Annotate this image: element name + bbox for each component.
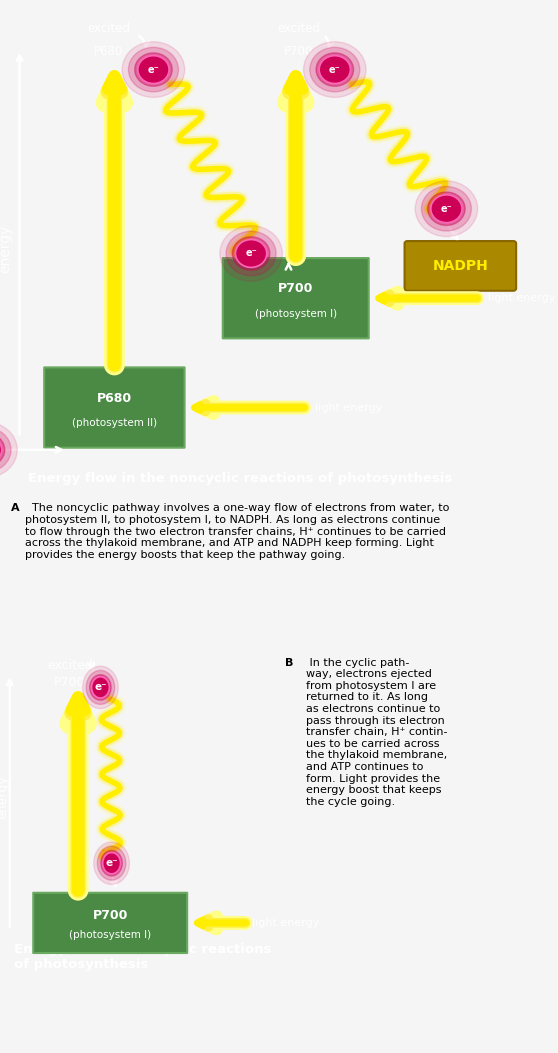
Text: P700: P700	[54, 676, 85, 689]
Circle shape	[0, 428, 11, 472]
FancyBboxPatch shape	[223, 258, 369, 338]
Text: A: A	[11, 503, 20, 514]
Circle shape	[92, 677, 109, 698]
Circle shape	[122, 42, 185, 98]
Text: light energy: light energy	[315, 402, 383, 413]
Text: e⁻: e⁻	[94, 682, 107, 693]
Circle shape	[0, 422, 17, 478]
Text: light energy: light energy	[488, 293, 556, 303]
Text: P700: P700	[93, 909, 128, 922]
Text: B: B	[285, 657, 293, 668]
Text: P700: P700	[278, 282, 314, 295]
Circle shape	[0, 436, 2, 463]
Circle shape	[310, 47, 360, 92]
Circle shape	[94, 842, 129, 885]
Text: P700: P700	[284, 44, 313, 58]
Circle shape	[316, 53, 354, 86]
Text: light energy: light energy	[253, 918, 320, 928]
Text: e⁻: e⁻	[105, 858, 118, 868]
Text: excited: excited	[87, 22, 131, 36]
Circle shape	[421, 186, 472, 231]
Text: (photosystem I): (photosystem I)	[69, 930, 151, 940]
Circle shape	[101, 851, 122, 876]
Text: In the cyclic path-
way, electrons ejected
from photosystem I are
returned to it: In the cyclic path- way, electrons eject…	[306, 657, 448, 807]
Circle shape	[415, 181, 478, 237]
Circle shape	[103, 853, 121, 874]
Circle shape	[235, 240, 267, 267]
FancyBboxPatch shape	[44, 367, 185, 448]
Text: (photosystem II): (photosystem II)	[72, 418, 157, 429]
Circle shape	[232, 237, 270, 271]
Text: e⁻: e⁻	[245, 249, 257, 258]
Text: e⁻: e⁻	[147, 64, 160, 75]
Circle shape	[128, 47, 179, 92]
Text: Energy flow in the noncyclic reactions of photosynthesis: Energy flow in the noncyclic reactions o…	[28, 472, 452, 484]
FancyBboxPatch shape	[33, 893, 187, 953]
Text: Energy flow in the cyclic reactions
of photosynthesis: Energy flow in the cyclic reactions of p…	[14, 943, 271, 971]
Text: excited: excited	[47, 659, 93, 672]
Circle shape	[431, 195, 462, 222]
Text: The noncyclic pathway involves a one-way flow of electrons from water, to
photos: The noncyclic pathway involves a one-way…	[25, 503, 449, 560]
Text: excited: excited	[277, 22, 320, 36]
Circle shape	[226, 232, 276, 276]
Circle shape	[97, 847, 126, 880]
Circle shape	[220, 225, 282, 281]
Circle shape	[134, 53, 172, 86]
Circle shape	[138, 56, 169, 83]
Text: (photosystem I): (photosystem I)	[254, 310, 337, 319]
Circle shape	[86, 671, 115, 704]
Text: energy: energy	[0, 775, 9, 818]
Text: NADPH: NADPH	[432, 259, 488, 273]
Text: P680: P680	[97, 392, 132, 404]
Text: energy: energy	[0, 224, 13, 273]
Circle shape	[90, 675, 111, 700]
Text: P680: P680	[94, 44, 123, 58]
Text: e⁻: e⁻	[329, 64, 341, 75]
Circle shape	[83, 667, 118, 709]
Circle shape	[427, 192, 465, 225]
Circle shape	[0, 433, 5, 466]
Circle shape	[304, 42, 366, 98]
Circle shape	[319, 56, 350, 83]
FancyBboxPatch shape	[405, 241, 516, 291]
Text: e⁻: e⁻	[440, 203, 453, 214]
